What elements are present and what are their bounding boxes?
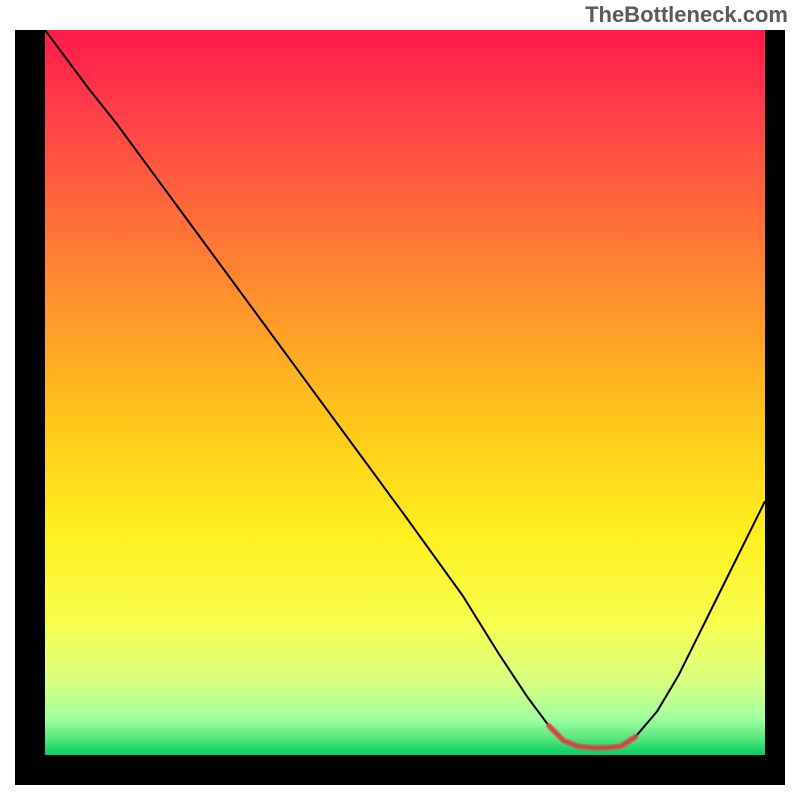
bottleneck-chart — [15, 30, 785, 785]
chart-border-left — [15, 30, 45, 785]
chart-border-bottom — [15, 755, 785, 785]
chart-svg — [15, 30, 785, 785]
watermark-text: TheBottleneck.com — [585, 2, 788, 28]
chart-gradient-bg — [45, 30, 765, 755]
chart-border-right — [765, 30, 785, 785]
